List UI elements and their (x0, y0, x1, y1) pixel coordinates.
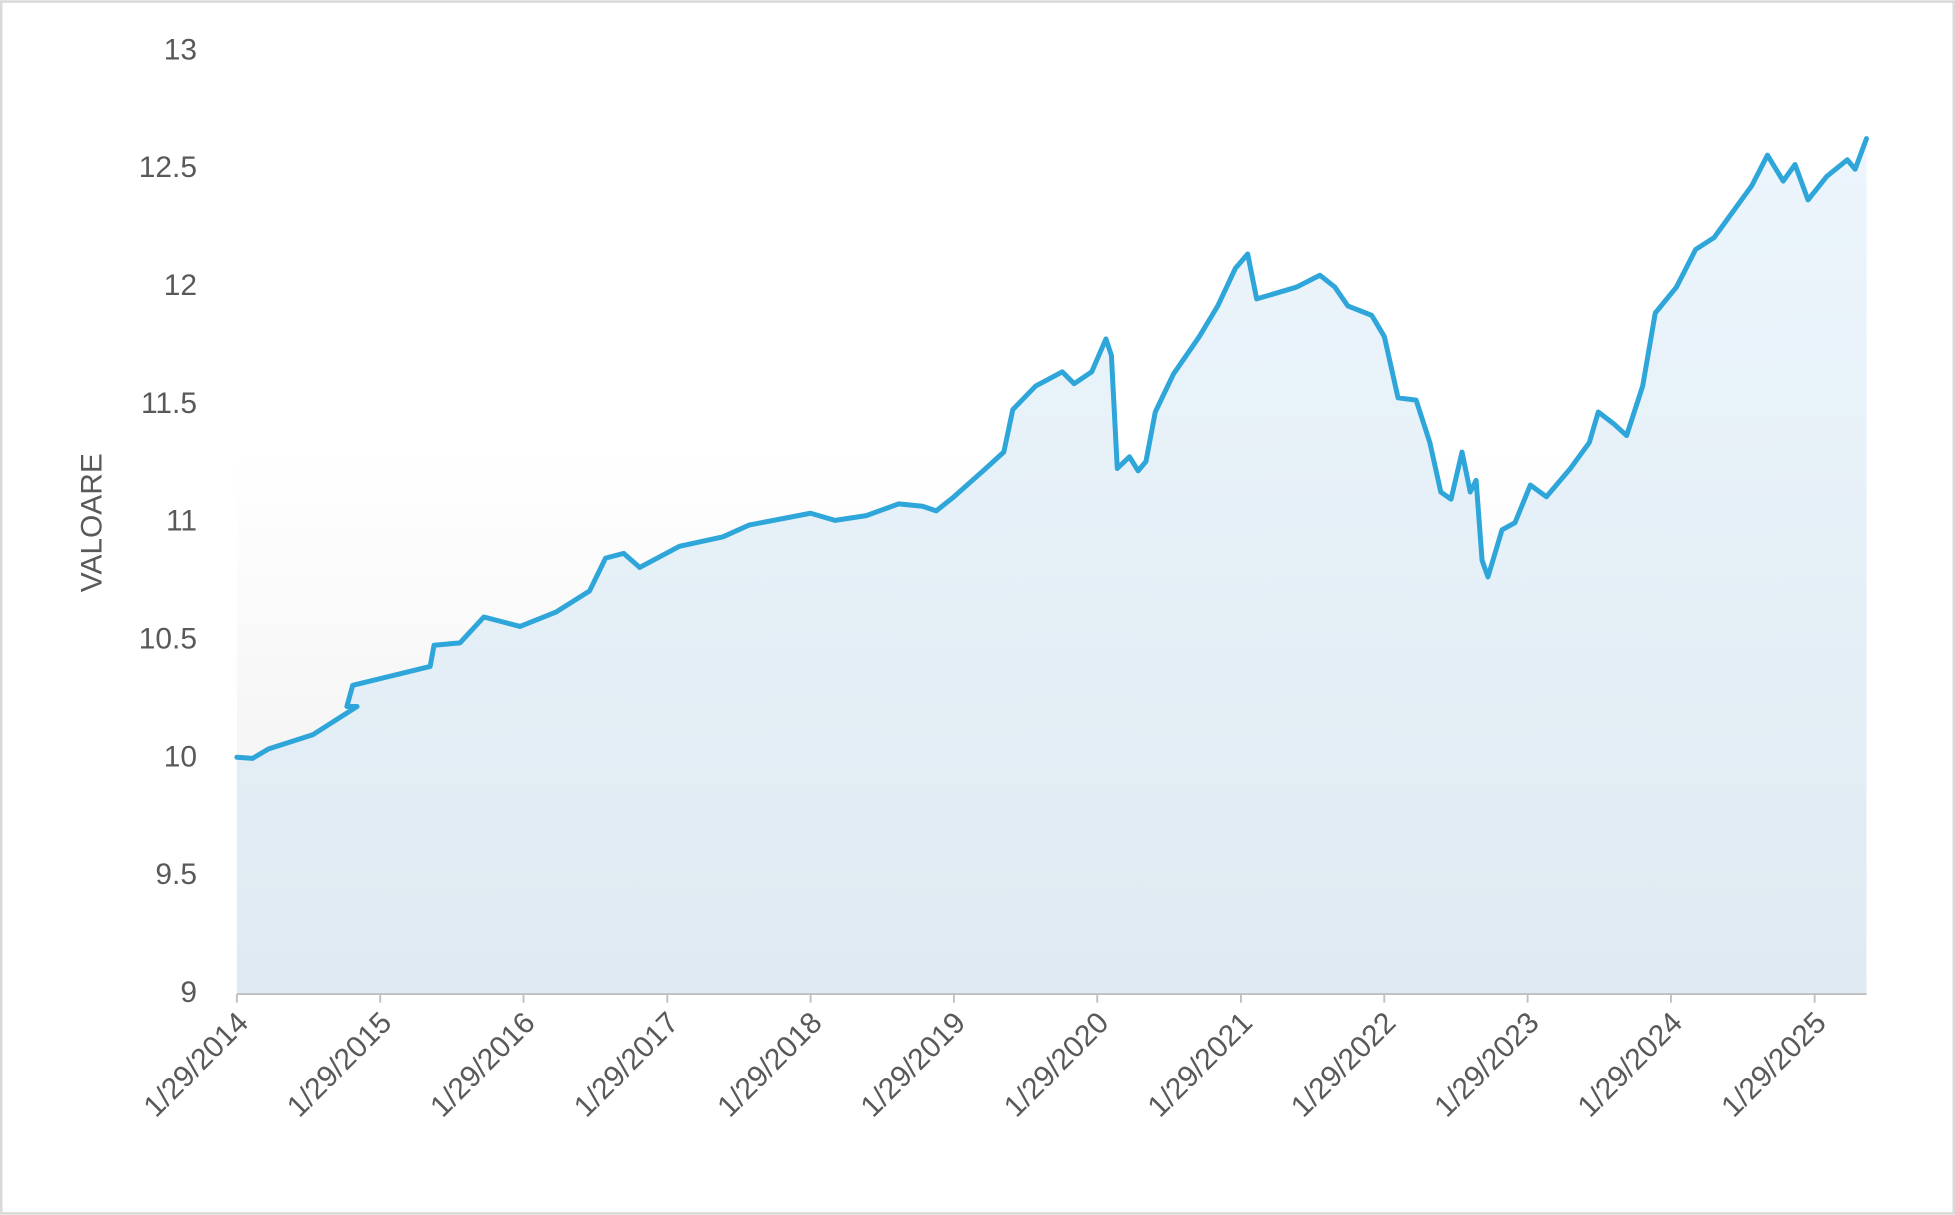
y-axis-label: VALOARE (75, 453, 108, 592)
area-fill (236, 138, 1867, 995)
y-tick-label: 9.5 (155, 858, 197, 891)
y-tick-label: 11.5 (141, 387, 197, 420)
y-tick-label: 11 (166, 505, 197, 538)
y-tick-label: 13 (164, 33, 197, 66)
y-tick-label: 12 (164, 269, 197, 302)
y-tick-label: 9 (180, 976, 197, 1009)
y-tick-label: 12.5 (139, 151, 197, 184)
y-tick-label: 10.5 (139, 622, 197, 655)
y-tick-label: 10 (164, 740, 197, 773)
line (234, 136, 1869, 761)
